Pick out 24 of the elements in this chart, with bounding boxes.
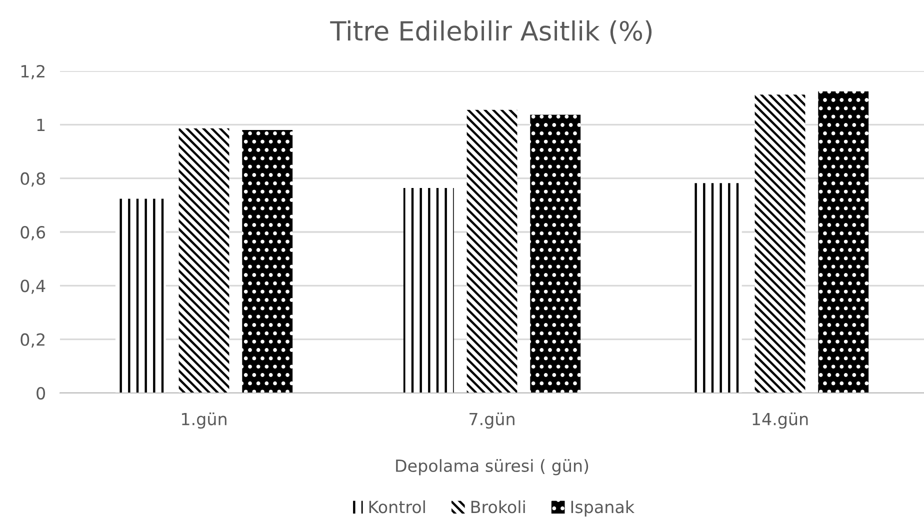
x-tick-label: 7.gün <box>470 412 514 429</box>
bar <box>403 188 454 393</box>
y-tick-label: 0,4 <box>20 280 46 294</box>
x-tick-label: 14.gün <box>752 412 808 429</box>
bar <box>466 110 518 393</box>
chart-title: Titre Edilebilir Asitlik (%) <box>330 20 652 44</box>
y-tick-label: 0,8 <box>20 172 45 187</box>
y-tick-label: 0,2 <box>20 333 44 348</box>
bar <box>818 91 869 393</box>
y-tick-label: 0,6 <box>20 226 46 240</box>
bar <box>242 130 293 393</box>
y-tick-label: 1,2 <box>21 64 44 80</box>
bar <box>691 183 742 393</box>
y-tick-label: 1 <box>37 118 45 131</box>
legend-label: Kontrol <box>369 500 425 514</box>
x-axis-title: Depolama süresi ( gün) <box>396 459 588 476</box>
legend-label: Ispanak <box>571 500 635 516</box>
bar <box>754 94 806 393</box>
bar <box>530 114 581 393</box>
legend-label: Brokoli <box>471 500 525 514</box>
bar <box>178 128 230 393</box>
x-tick-label: 1.gün <box>182 412 226 429</box>
bar <box>115 198 166 393</box>
y-tick-label: 0 <box>36 386 46 400</box>
